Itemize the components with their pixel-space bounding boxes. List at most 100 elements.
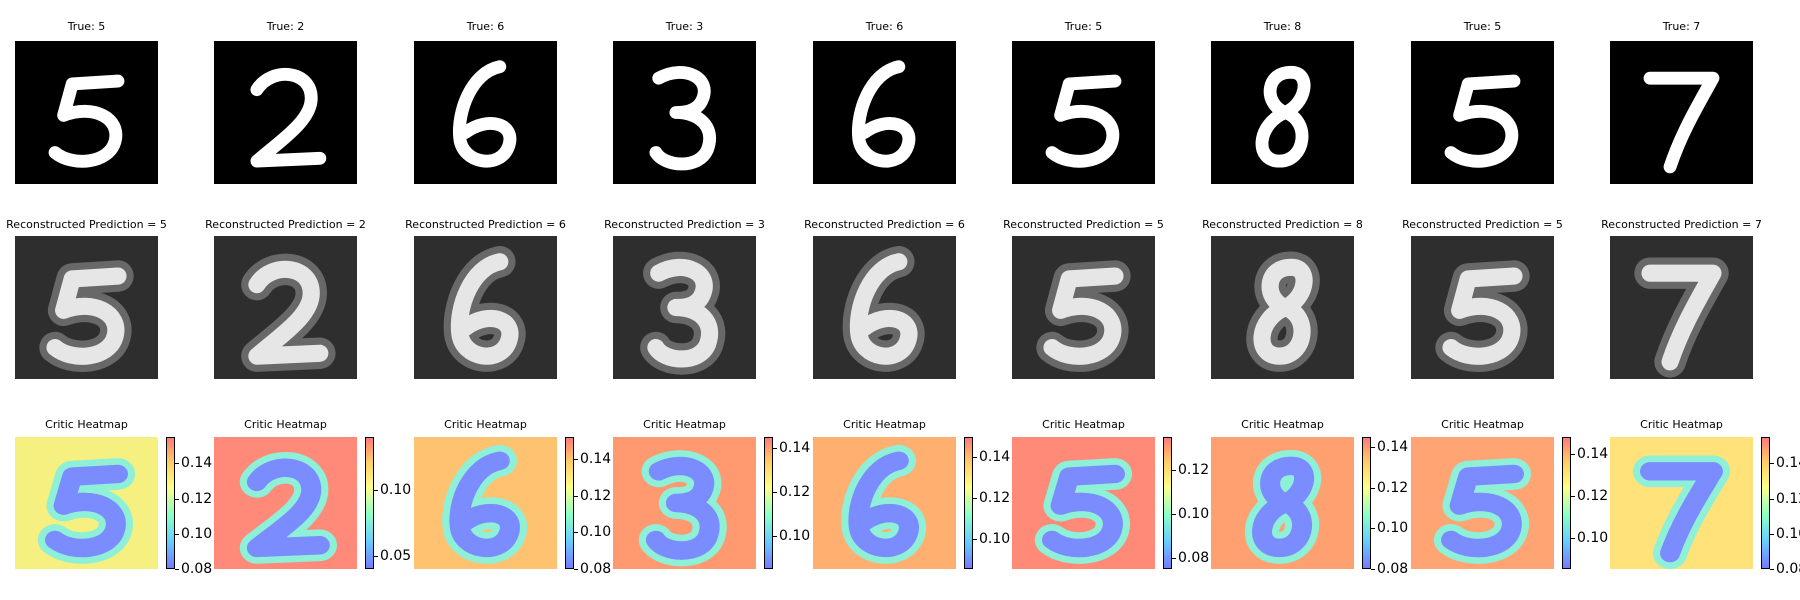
colorbar-tick-label: 0.10 — [573, 524, 612, 540]
colorbar-tick-label: 0.12 — [174, 491, 213, 507]
digit-stroke — [45, 464, 128, 558]
digit-stroke — [450, 253, 519, 365]
true-label: True: 5 — [1064, 20, 1103, 33]
heatmap-label: Critic Heatmap — [1441, 418, 1524, 431]
true-label: True: 6 — [466, 20, 505, 33]
colorbar-tick-label: 0.14 — [1370, 439, 1409, 455]
digit-stroke — [1643, 71, 1720, 174]
colorbar — [166, 437, 175, 569]
digit-stroke — [452, 60, 517, 168]
reconstructed-digit-panel — [613, 236, 756, 379]
reconstructed-label: Reconstructed Prediction = 3 — [604, 218, 765, 231]
recon-image — [414, 236, 557, 379]
heat-image — [813, 437, 956, 569]
colorbar-tick-label: 0.14 — [1570, 446, 1609, 462]
critic-heatmap-panel — [214, 437, 357, 569]
colorbar-tick-label: 0.12 — [1171, 462, 1210, 478]
heatmap-label: Critic Heatmap — [45, 418, 128, 431]
true-label: True: 6 — [865, 20, 904, 33]
colorbar-tick-label: 0.12 — [1570, 488, 1609, 504]
colorbar — [1761, 437, 1770, 569]
reconstructed-digit-panel — [1610, 236, 1753, 379]
colorbar-tick-label: 0.10 — [174, 526, 213, 542]
heatmap-label: Critic Heatmap — [1241, 418, 1324, 431]
colorbar-tick-label: 0.10 — [972, 531, 1011, 547]
heat-image — [15, 437, 158, 569]
digit-stroke — [449, 451, 520, 558]
heatmap-label: Critic Heatmap — [1640, 418, 1723, 431]
critic-heatmap-panel — [15, 437, 158, 569]
reconstructed-label: Reconstructed Prediction = 2 — [205, 218, 366, 231]
true-digit-panel — [414, 41, 557, 184]
digit-stroke — [1253, 258, 1313, 365]
digit-stroke — [1441, 464, 1524, 558]
colorbar-tick-label: 0.10 — [1769, 527, 1800, 541]
true-image — [613, 41, 756, 184]
colorbar-tick-label: 0.05 — [373, 548, 412, 564]
recon-image — [813, 236, 956, 379]
colorbar — [964, 437, 973, 569]
heat-image — [613, 437, 756, 569]
true-image — [813, 41, 956, 184]
true-digit-panel — [15, 41, 158, 184]
reconstructed-label: Reconstructed Prediction = 5 — [1003, 218, 1164, 231]
reconstructed-label: Reconstructed Prediction = 7 — [1601, 218, 1762, 231]
reconstructed-digit-panel — [813, 236, 956, 379]
digit-stroke — [248, 260, 329, 365]
true-label: True: 2 — [266, 20, 305, 33]
recon-image — [15, 236, 158, 379]
true-label: True: 5 — [67, 20, 106, 33]
heat-image — [214, 437, 357, 569]
colorbar-tick-label: 0.10 — [1171, 506, 1210, 522]
digit-stroke — [1045, 74, 1122, 168]
true-digit-panel — [1411, 41, 1554, 184]
colorbar-tick-label: 0.12 — [1370, 480, 1409, 496]
digit-stroke — [649, 66, 716, 171]
true-digit-panel — [1211, 41, 1354, 184]
heat-image — [1012, 437, 1155, 569]
digit-stroke — [851, 60, 916, 168]
critic-heatmap-panel — [414, 437, 557, 569]
heatmap-label: Critic Heatmap — [444, 418, 527, 431]
colorbar-tick-label: 0.10 — [1570, 530, 1609, 546]
heatmap-label: Critic Heatmap — [1042, 418, 1125, 431]
heat-image — [1411, 437, 1554, 569]
critic-heatmap-panel — [1411, 437, 1554, 569]
reconstructed-label: Reconstructed Prediction = 5 — [6, 218, 167, 231]
true-label: True: 5 — [1463, 20, 1502, 33]
digit-stroke — [645, 456, 720, 560]
colorbar-tick-label: 0.14 — [972, 449, 1011, 465]
colorbar-tick-label: 0.08 — [1370, 561, 1409, 577]
true-image — [1411, 41, 1554, 184]
digit-stroke — [1042, 464, 1125, 558]
heatmap-label: Critic Heatmap — [244, 418, 327, 431]
recon-image — [1610, 236, 1753, 379]
digit-stroke — [1641, 264, 1722, 371]
digit-stroke — [848, 451, 919, 558]
true-digit-panel — [613, 41, 756, 184]
heatmap-label: Critic Heatmap — [643, 418, 726, 431]
colorbar-tick-label: 0.08 — [573, 561, 612, 577]
colorbar-tick-label: 0.14 — [1769, 456, 1800, 470]
digit-stroke — [1252, 456, 1315, 558]
colorbar-tick-label: 0.12 — [573, 488, 612, 504]
colorbar-tick-label: 0.14 — [174, 455, 213, 471]
digit-stroke — [1255, 66, 1311, 168]
digit-stroke — [647, 258, 719, 368]
critic-heatmap-panel — [1012, 437, 1155, 569]
critic-heatmap-panel — [613, 437, 756, 569]
colorbar-tick-label: 0.08 — [1171, 550, 1210, 566]
colorbar — [565, 437, 574, 569]
recon-image — [1411, 236, 1554, 379]
recon-image — [1012, 236, 1155, 379]
true-image — [1610, 41, 1753, 184]
colorbar — [1362, 437, 1371, 569]
colorbar — [764, 437, 773, 569]
colorbar-tick-label: 0.08 — [174, 561, 213, 577]
colorbar — [1163, 437, 1172, 569]
reconstructed-label: Reconstructed Prediction = 8 — [1202, 218, 1363, 231]
true-digit-panel — [813, 41, 956, 184]
reconstructed-digit-panel — [15, 236, 158, 379]
reconstructed-label: Reconstructed Prediction = 6 — [804, 218, 965, 231]
heat-image — [1610, 437, 1753, 569]
